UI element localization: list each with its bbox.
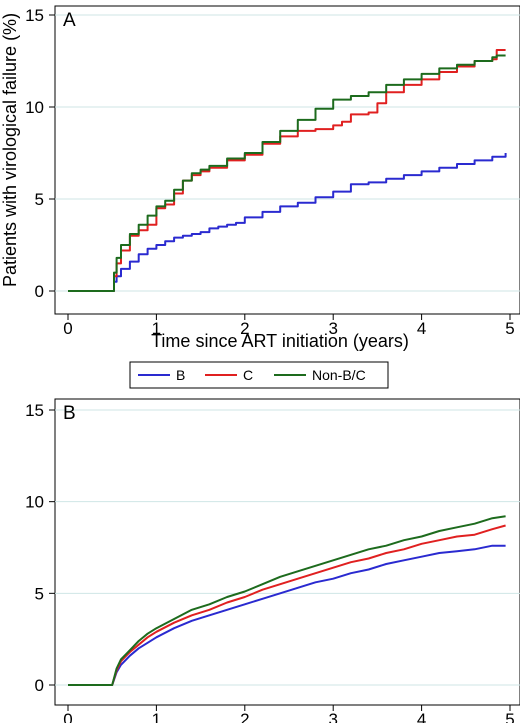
panel-b-y-tick-label: 15 [25, 401, 44, 420]
legend-label-c: C [243, 367, 253, 383]
panel-b-x-tick-label: 4 [417, 710, 426, 723]
panel-b-label: B [63, 403, 76, 424]
panel-a-x-tick-label: 4 [417, 319, 426, 338]
panel-a-axes: 0 5 10 15 0 1 2 3 4 5 [25, 6, 515, 338]
panel-b-lines [68, 515, 506, 686]
panel-a-x-tick-label: 3 [328, 319, 337, 338]
panel-a-y-tick-label: 15 [25, 6, 44, 25]
panel-b-series-line-c [68, 524, 506, 686]
panel-b-x-tick-label: 0 [63, 710, 72, 723]
panel-b-x-tick-label: 5 [505, 710, 514, 723]
panel-b-axes: 0 5 10 15 0 1 2 3 4 5 [25, 401, 515, 723]
panel-b: 0 5 10 15 0 1 2 3 4 5 B [25, 398, 520, 723]
panel-a-x-tick-label: 2 [240, 319, 249, 338]
panel-a-x-tick-label: 1 [152, 319, 161, 338]
panel-a-label: A [63, 10, 76, 31]
panel-b-y-tick-label: 10 [25, 493, 44, 512]
panel-b-x-tick-label: 1 [152, 710, 161, 723]
panel-a: 0 5 10 15 0 1 2 3 4 5 A Time since ART initiation… [0, 5, 520, 351]
panel-b-x-tick-label: 2 [240, 710, 249, 723]
panel-a-frame [54, 5, 520, 315]
panel-a-lines [68, 49, 507, 292]
panel-b-y-tick-label: 5 [35, 584, 44, 603]
legend-label-non-bc: Non-B/C [312, 367, 366, 383]
panel-a-x-axis-title: Time since ART initiation (years) [151, 331, 409, 351]
panel-a-y-axis-title: Patients with virological failure (%) [0, 13, 20, 287]
panel-b-x-tick-label: 3 [328, 710, 337, 723]
panel-b-series-line-non-b-c [68, 515, 506, 686]
legend-box [129, 361, 389, 389]
panel-b-series-line-b [68, 544, 506, 686]
panel-a-series-line-non-b-c [68, 54, 506, 292]
panel-a-y-tick-label: 10 [25, 98, 44, 117]
panel-a-y-tick-label: 0 [35, 282, 44, 301]
panel-a-y-tick-label: 5 [35, 190, 44, 209]
legend-label-b: B [176, 367, 185, 383]
panel-b-grid [55, 409, 520, 686]
legend: B C Non-B/C [129, 361, 389, 389]
panel-a-x-tick-label: 0 [63, 319, 72, 338]
panel-a-grid [55, 14, 520, 292]
panel-a-series-line-b [68, 153, 507, 292]
panel-b-y-tick-label: 0 [35, 676, 44, 695]
panel-a-x-tick-label: 5 [505, 319, 514, 338]
